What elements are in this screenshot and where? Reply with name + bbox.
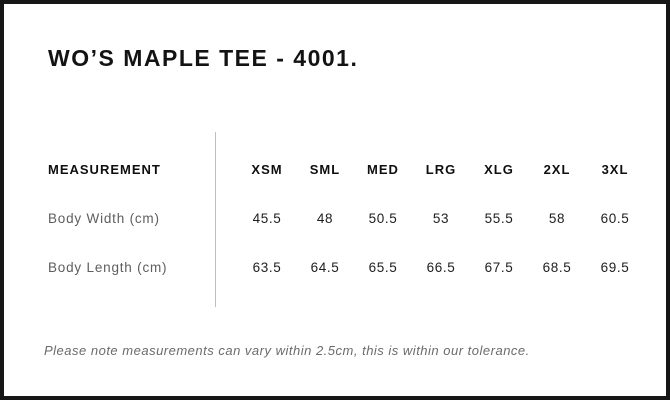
body-length-value-med: 65.5	[368, 260, 398, 275]
body-width-value-xlg: 55.5	[484, 211, 514, 226]
column-header-lrg: LRG	[425, 162, 457, 177]
body-width-value-3xl: 60.5	[600, 211, 630, 226]
column-header-sml: SML	[309, 162, 341, 177]
body-length-value-lrg: 66.5	[426, 260, 456, 275]
body-width-value-lrg: 53	[432, 211, 450, 226]
body-length-value-xsm: 63.5	[252, 260, 282, 275]
column-header-med: MED	[367, 162, 399, 177]
body-length-value-sml: 64.5	[310, 260, 340, 275]
tolerance-note: Please note measurements can vary within…	[44, 343, 530, 358]
body-width-value-sml: 48	[316, 211, 334, 226]
column-header-measurement: MEASUREMENT	[48, 162, 161, 177]
table-row-body-length: Body Length (cm) 63.5 64.5 65.5 66.5 67.…	[48, 243, 644, 292]
table-header-row: MEASUREMENT XSM SML MED LRG XLG 2XL 3XL	[48, 145, 644, 194]
table-vertical-divider	[215, 132, 216, 307]
body-width-value-xsm: 45.5	[252, 211, 282, 226]
column-header-2xl: 2XL	[543, 162, 571, 177]
column-header-3xl: 3XL	[601, 162, 629, 177]
column-header-xsm: XSM	[251, 162, 283, 177]
row-label-body-width: Body Width (cm)	[48, 211, 160, 226]
body-length-value-3xl: 69.5	[600, 260, 630, 275]
body-length-value-xlg: 67.5	[484, 260, 514, 275]
table-row-body-width: Body Width (cm) 45.5 48 50.5 53 55.5 58 …	[48, 194, 644, 243]
body-length-value-2xl: 68.5	[542, 260, 572, 275]
body-width-value-2xl: 58	[548, 211, 566, 226]
column-header-xlg: XLG	[484, 162, 514, 177]
body-width-value-med: 50.5	[368, 211, 398, 226]
row-label-body-length: Body Length (cm)	[48, 260, 168, 275]
size-table: MEASUREMENT XSM SML MED LRG XLG 2XL 3XL …	[48, 132, 644, 307]
page-title: WO’S MAPLE TEE - 4001.	[48, 45, 359, 71]
